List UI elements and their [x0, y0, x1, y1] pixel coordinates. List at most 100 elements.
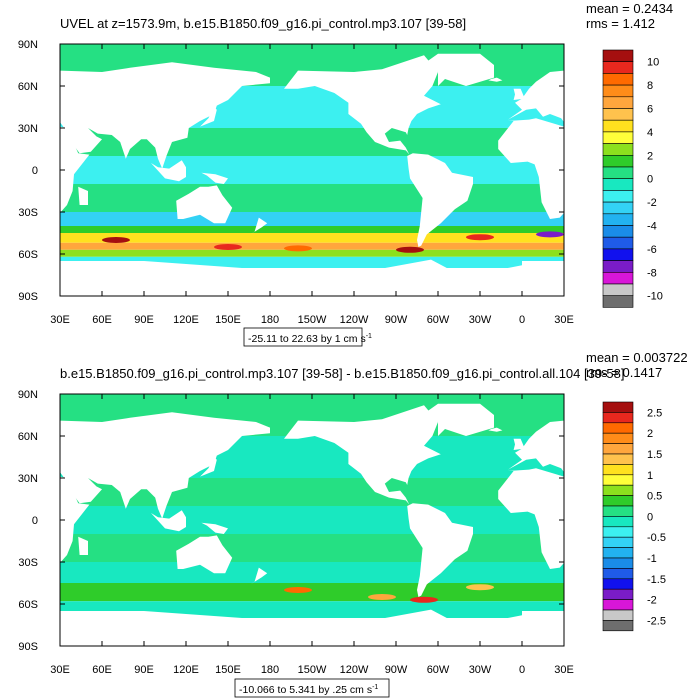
- panel-2-x-axis: 30E 60E 90E 120E 150E 180 150W 120W 90W 60W 30W 0 30…: [50, 394, 574, 676]
- x-tick-label: 30E: [554, 314, 574, 326]
- x-tick-label: 90W: [385, 664, 408, 676]
- colorbar-label: 4: [647, 127, 653, 139]
- panel-1-range-text: -25.11 to 22.63 by 1 cm s: [248, 333, 366, 345]
- y-tick-label: 60S: [18, 249, 38, 261]
- y-tick-label: 30N: [18, 123, 38, 135]
- band-10: [60, 256, 564, 268]
- x-tick-label: 150E: [215, 664, 241, 676]
- colorbar-label: -6: [647, 244, 657, 256]
- x-tick-label: 60W: [427, 664, 450, 676]
- panel-1-x-axis: 30E 60E 90E 120E 150E 180 150W 120W 90W 60W 30W 0 30…: [50, 44, 574, 326]
- land-mask-12: [488, 427, 503, 432]
- colorbar-swatch: [602, 84, 634, 98]
- land-mask-5: [78, 186, 88, 205]
- svg-text:-10.066 to 5.341 by .25 cm s-1: -10.066 to 5.341 by .25 cm s-1: [239, 684, 378, 696]
- panel-1: UVEL at z=1573.9m, b.e15.B1850.f09_g16.p…: [18, 1, 700, 347]
- land-mask-7: [200, 107, 217, 127]
- x-tick-label: 60E: [92, 314, 112, 326]
- colorbar-label: 1.5: [647, 449, 662, 461]
- colorbar-label: 10: [647, 57, 659, 69]
- band-4: [60, 534, 564, 562]
- colorbar-label: -0.5: [647, 532, 666, 544]
- band-4: [60, 184, 564, 212]
- panel-2-y-axis: 90N 60N 30N 0 30S 60S 90S: [18, 389, 564, 653]
- land-mask-9: [407, 153, 473, 247]
- colorbar-swatch: [602, 516, 634, 528]
- colorbar-swatch: [602, 61, 634, 74]
- land-mask-0: [498, 468, 564, 569]
- colorbar-label: -2: [647, 595, 657, 607]
- colorbar-swatch: [602, 443, 634, 455]
- panel-2-title: b.e15.B1850.f09_g16.pi_control.mp3.107 […: [60, 366, 624, 381]
- land-mask-2: [680, 185, 700, 223]
- colorbar-swatch: [602, 96, 634, 109]
- y-tick-label: 60S: [18, 599, 38, 611]
- x-tick-label: 60W: [427, 314, 450, 326]
- land-mask-4: [201, 522, 228, 534]
- y-tick-label: 30N: [18, 473, 38, 485]
- y-tick-label: 90S: [18, 291, 38, 303]
- colorbar-swatch: [602, 568, 634, 580]
- land-mask-11: [60, 259, 522, 296]
- colorbar-label: 2.5: [647, 407, 662, 419]
- colorbar-label: -1: [647, 553, 657, 565]
- y-tick-label: 0: [32, 165, 38, 177]
- land-mask-1: [60, 412, 270, 519]
- svg-text:-25.11 to 22.63 by 1 cm s-1: -25.11 to 22.63 by 1 cm s-1: [248, 333, 372, 345]
- y-tick-label: 0: [32, 515, 38, 527]
- panel-2-rms: rms = 0.1417: [586, 365, 662, 380]
- colorbar-label: 2: [647, 428, 653, 440]
- x-tick-label: 30E: [554, 664, 574, 676]
- colorbar-swatch: [602, 225, 634, 238]
- colorbar-swatch: [602, 119, 634, 133]
- colorbar-swatch: [602, 295, 634, 308]
- panel-2-mean: mean = 0.003722: [586, 350, 688, 365]
- x-tick-label: 90W: [385, 314, 408, 326]
- x-tick-label: 180: [261, 664, 279, 676]
- hotspot-0: [284, 587, 312, 593]
- y-tick-label: 60N: [18, 431, 38, 443]
- band-8: [60, 242, 564, 250]
- colorbar-swatch: [602, 236, 634, 250]
- colorbar-swatch: [602, 143, 634, 156]
- colorbar-swatch: [602, 505, 634, 517]
- land-mask-13: [513, 88, 525, 100]
- colorbar-swatch: [602, 178, 634, 191]
- colorbar-swatch: [602, 201, 634, 215]
- colorbar-swatch: [602, 422, 634, 434]
- x-tick-label: 90E: [134, 314, 154, 326]
- hotspot-0: [102, 237, 130, 243]
- colorbar-swatch: [602, 248, 634, 261]
- panel-1-heatmap: [60, 44, 700, 296]
- colorbar-swatch: [602, 190, 634, 203]
- land-mask-5: [582, 537, 592, 555]
- panel-1-range-superscript: -1: [366, 333, 372, 340]
- band-6: [60, 226, 564, 233]
- hotspot-3: [396, 246, 424, 253]
- y-tick-label: 60N: [18, 81, 38, 93]
- x-tick-label: 0: [519, 664, 525, 676]
- colorbar-swatch: [602, 271, 634, 285]
- colorbar-swatch: [602, 526, 634, 538]
- colorbar-swatch: [602, 599, 634, 611]
- hotspot-1: [368, 594, 396, 600]
- colorbar-swatch: [602, 578, 634, 590]
- land-mask-2: [176, 185, 233, 224]
- colorbar-swatch: [602, 464, 634, 476]
- colorbar-swatch: [602, 484, 634, 496]
- x-tick-label: 120W: [340, 314, 369, 326]
- hotspot-2: [410, 596, 438, 603]
- colorbar-swatch: [602, 547, 634, 559]
- colorbar-label: -1.5: [647, 574, 666, 586]
- colorbar-swatch: [602, 131, 634, 144]
- colorbar-swatch: [602, 588, 634, 600]
- colorbar-swatch: [602, 495, 634, 507]
- panel-2-range-text: -10.066 to 5.341 by .25 cm s: [239, 684, 372, 696]
- x-tick-label: 150E: [215, 314, 241, 326]
- land-mask-0: [60, 126, 90, 213]
- land-mask-5: [582, 187, 592, 205]
- land-mask-0: [60, 476, 90, 563]
- panel-1-range-box: -25.11 to 22.63 by 1 cm s-1: [243, 327, 372, 347]
- colorbar-swatch: [602, 260, 634, 273]
- land-mask-11: [522, 611, 564, 646]
